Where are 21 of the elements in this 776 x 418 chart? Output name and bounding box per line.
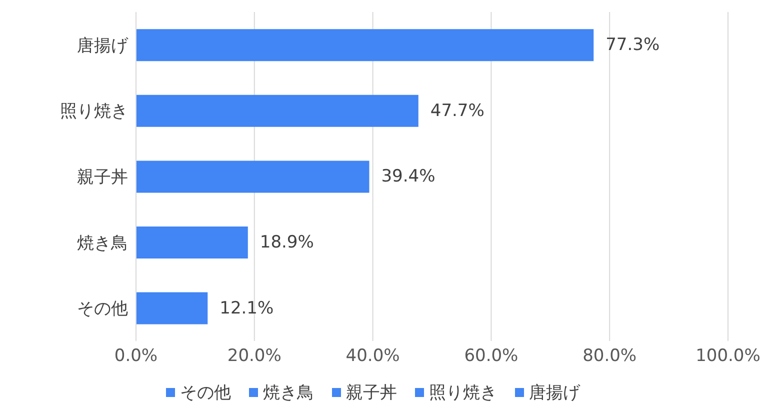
x-tick-label: 0.0% bbox=[114, 346, 158, 366]
y-tick-label: 親子丼 bbox=[77, 168, 128, 188]
x-tick-label: 40.0% bbox=[346, 346, 400, 366]
data-label: 12.1% bbox=[220, 298, 274, 318]
legend-label: 唐揚げ bbox=[529, 382, 580, 404]
data-label: 39.4% bbox=[381, 166, 436, 187]
x-tick-label: 100.0% bbox=[696, 346, 760, 366]
data-label: 18.9% bbox=[260, 232, 314, 253]
legend-label: 親子丼 bbox=[346, 382, 397, 404]
x-tick-label: 20.0% bbox=[227, 346, 282, 366]
x-tick-label: 60.0% bbox=[464, 346, 518, 366]
y-tick-label: 唐揚げ bbox=[77, 36, 129, 56]
y-tick-label: 焼き鳥 bbox=[77, 233, 128, 254]
y-tick-label: その他 bbox=[77, 299, 128, 320]
legend-label: 照り焼き bbox=[429, 382, 497, 404]
x-tick-label: 80.0% bbox=[582, 346, 637, 366]
data-label: 77.3% bbox=[606, 35, 660, 56]
legend-label: その他 bbox=[180, 382, 231, 404]
y-tick-label: 照り焼き bbox=[60, 102, 128, 122]
data-label: 47.7% bbox=[430, 100, 484, 121]
legend-label: 焼き鳥 bbox=[263, 382, 314, 404]
